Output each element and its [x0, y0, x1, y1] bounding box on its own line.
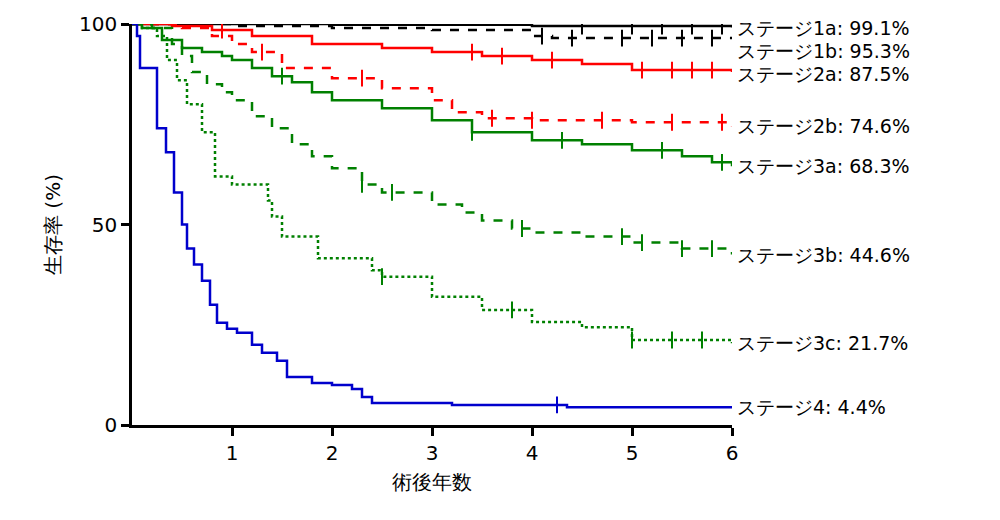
svg-text:2: 2: [326, 441, 339, 465]
svg-text:6: 6: [726, 441, 739, 465]
svg-text:ステージ1a: 99.1%: ステージ1a: 99.1%: [737, 17, 910, 39]
svg-text:4: 4: [526, 441, 539, 465]
svg-text:100: 100: [79, 12, 117, 36]
svg-text:5: 5: [626, 441, 639, 465]
svg-text:50: 50: [92, 213, 117, 237]
svg-text:ステージ3b: 44.6%: ステージ3b: 44.6%: [737, 244, 910, 266]
svg-text:0: 0: [105, 413, 118, 437]
svg-text:1: 1: [226, 441, 239, 465]
svg-text:3: 3: [426, 441, 439, 465]
svg-text:生存率 (%): 生存率 (%): [41, 174, 65, 275]
svg-text:術後年数: 術後年数: [392, 470, 472, 494]
svg-text:ステージ3a: 68.3%: ステージ3a: 68.3%: [737, 155, 910, 177]
svg-text:ステージ4: 4.4%: ステージ4: 4.4%: [737, 396, 886, 418]
svg-text:ステージ1b: 95.3%: ステージ1b: 95.3%: [737, 40, 910, 62]
svg-text:ステージ2a: 87.5%: ステージ2a: 87.5%: [737, 63, 910, 85]
svg-text:ステージ2b: 74.6%: ステージ2b: 74.6%: [737, 115, 910, 137]
svg-text:ステージ3c: 21.7%: ステージ3c: 21.7%: [737, 332, 908, 354]
